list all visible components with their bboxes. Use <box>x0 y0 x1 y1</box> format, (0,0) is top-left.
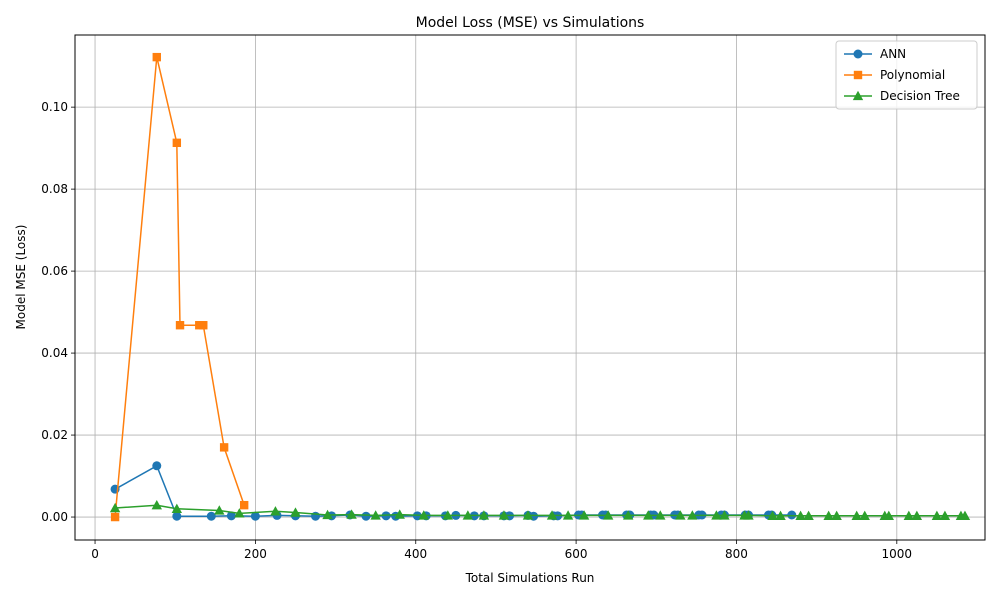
decision-tree-point <box>498 510 510 520</box>
decision-tree-point <box>675 510 686 520</box>
decision-tree-point <box>775 510 786 520</box>
decision-tree-point <box>214 505 225 515</box>
ann-point <box>172 511 182 521</box>
ann-line <box>114 464 792 517</box>
decision-tree-point <box>290 507 301 517</box>
decision-tree-point <box>959 510 971 520</box>
decision-tree-point <box>322 509 333 520</box>
decision-tree-point <box>478 510 490 520</box>
legend-label: ANN <box>880 47 906 61</box>
ticks: 0 200 400 600 800 1000 0.00 0.02 0.04 0.06 0.08 0.1… <box>41 100 912 561</box>
legend-marker <box>853 49 863 59</box>
decision-tree-point <box>719 510 730 520</box>
decision-tree-point <box>939 510 951 520</box>
polynomial-point <box>152 52 161 62</box>
ann-point <box>226 511 236 521</box>
ann-point <box>206 511 216 521</box>
polynomial-point <box>199 321 208 330</box>
y-tick-label: 0.10 <box>41 100 68 114</box>
decision-tree-point <box>522 510 534 520</box>
polynomial-point <box>172 138 182 148</box>
decision-tree-point <box>803 510 814 520</box>
decision-tree-point <box>171 503 183 514</box>
x-tick-label: 200 <box>244 547 267 561</box>
polynomial-point <box>219 443 229 452</box>
decision-tree-point <box>931 510 943 520</box>
ann-series <box>110 461 797 521</box>
legend-box <box>835 40 978 110</box>
decision-tree-point <box>109 502 121 513</box>
y-tick-label: 0.06 <box>41 264 68 278</box>
chart-title: Model Loss (MSE) vs Simulations <box>416 15 645 31</box>
decision-tree-line <box>115 504 965 517</box>
decision-tree-point <box>795 510 806 520</box>
decision-tree-point <box>851 510 862 520</box>
legend-marker <box>852 90 864 101</box>
decision-tree-point <box>911 510 923 520</box>
ann-point <box>152 461 162 471</box>
decision-tree-point <box>370 510 381 520</box>
legend-label: Decision Tree <box>880 89 960 103</box>
decision-tree-point <box>562 510 574 520</box>
ann-point <box>361 511 371 521</box>
legend-marker <box>853 70 863 80</box>
decision-tree-point <box>883 510 894 520</box>
y-tick-label: 0.04 <box>41 346 68 360</box>
decision-tree-point <box>418 510 429 520</box>
decision-tree-point <box>602 510 614 520</box>
x-axis-label: Total Simulations Run <box>465 571 595 585</box>
y-tick-label: 0.00 <box>41 510 68 524</box>
decision-tree-point <box>623 510 634 520</box>
legend: ANN Polynomial Decision Tree <box>835 40 978 110</box>
decision-tree-point <box>270 506 281 516</box>
legend-item-ann: ANN <box>844 47 906 61</box>
decision-tree-point <box>711 510 722 520</box>
polynomial-point <box>110 512 120 522</box>
polynomial-line <box>114 56 245 518</box>
decision-tree-point <box>903 510 915 520</box>
decision-tree-point <box>394 509 405 519</box>
ann-point <box>381 511 391 521</box>
decision-tree-point <box>687 510 698 520</box>
series-layer <box>109 52 971 522</box>
plot-frame <box>74 34 986 541</box>
polynomial-point <box>175 321 185 330</box>
y-tick-label: 0.08 <box>41 182 68 196</box>
decision-tree-point <box>578 510 590 520</box>
legend-item-decision-tree: Decision Tree <box>844 89 960 103</box>
ann-point <box>787 510 797 520</box>
legend-label: Polynomial <box>880 68 945 82</box>
decision-tree-point <box>655 510 666 520</box>
decision-tree-point <box>151 499 162 510</box>
polynomial-point <box>239 500 249 510</box>
x-tick-label: 1000 <box>882 547 913 561</box>
polynomial-series <box>110 52 249 522</box>
decision-tree-point <box>546 510 558 520</box>
decision-tree-point <box>743 510 754 520</box>
decision-tree-point <box>346 509 357 519</box>
grid <box>75 35 985 540</box>
decision-tree-point <box>442 510 454 520</box>
x-tick-label: 800 <box>725 547 748 561</box>
decision-tree-point <box>831 510 842 520</box>
y-axis-label: Model MSE (Loss) <box>14 225 28 330</box>
decision-tree-point <box>643 510 654 520</box>
ann-point <box>250 511 260 521</box>
decision-tree-point <box>823 510 834 520</box>
decision-tree-point <box>767 510 778 520</box>
decision-tree-point <box>462 510 474 520</box>
x-tick-label: 600 <box>565 547 588 561</box>
decision-tree-point <box>859 510 870 520</box>
x-tick-label: 0 <box>91 547 99 561</box>
decision-tree-point <box>234 508 245 518</box>
decision-tree-series <box>109 499 971 520</box>
legend-item-polynomial: Polynomial <box>844 68 945 82</box>
y-tick-label: 0.02 <box>41 428 68 442</box>
x-tick-label: 400 <box>404 547 427 561</box>
